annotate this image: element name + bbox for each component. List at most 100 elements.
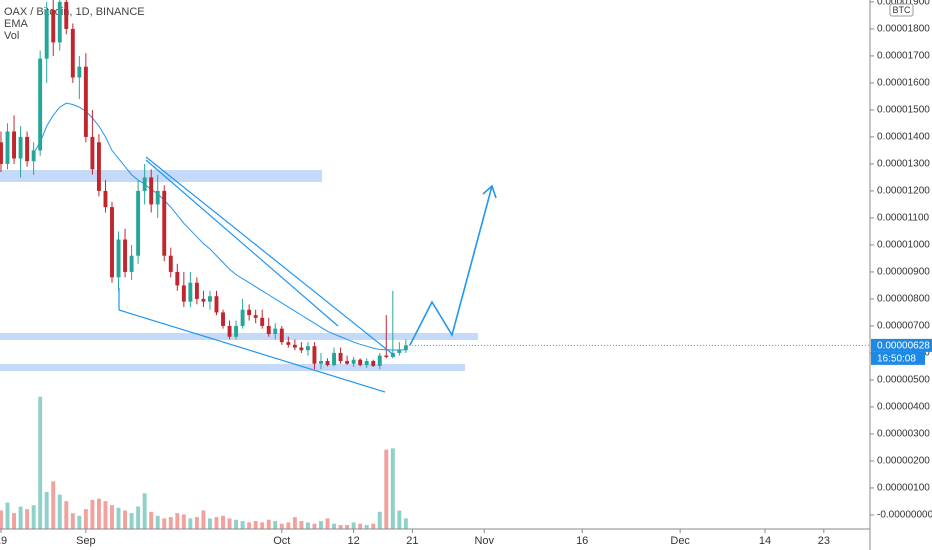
volume-bar	[5, 502, 10, 529]
annotation-layer	[0, 170, 478, 371]
candle-body	[96, 142, 101, 191]
y-tick-label: 0.00000800	[877, 294, 930, 305]
volume-bar	[325, 518, 330, 529]
y-tick-label: 0.00000200	[877, 456, 930, 467]
candle-body	[358, 359, 363, 366]
candle-body	[403, 345, 408, 351]
x-tick-label: 14	[759, 535, 771, 547]
candle-body	[332, 352, 336, 366]
volume-bar	[38, 396, 43, 529]
candle-body	[384, 355, 389, 357]
candle-body	[188, 282, 193, 302]
candle-body	[70, 28, 75, 78]
volume-bar	[18, 506, 23, 529]
volume-bar	[214, 517, 219, 529]
volume-bar	[188, 518, 193, 529]
time-axis-bg	[0, 529, 932, 550]
volume-bar	[240, 521, 245, 529]
drawings	[118, 156, 497, 393]
candle-body	[292, 344, 297, 348]
volume-bar	[351, 522, 356, 529]
volume-bar	[51, 481, 56, 529]
volume-bar	[57, 494, 62, 529]
x-tick-label: 12	[348, 535, 360, 547]
candle-body	[142, 177, 147, 191]
y-tick-label: 0.00001200	[877, 186, 930, 197]
volume-bar	[292, 517, 297, 529]
candle-body	[207, 296, 212, 302]
volume-bar	[397, 510, 402, 529]
y-tick-label: 0.00001400	[877, 132, 930, 143]
candle-body	[325, 361, 330, 366]
candle-body	[103, 190, 108, 208]
y-tick-label: 0.00001500	[877, 105, 930, 116]
candle-body	[168, 255, 173, 272]
y-tick-label: 0.00000300	[877, 429, 930, 440]
y-tick-label: 0.00000700	[877, 321, 930, 332]
candle-body	[266, 325, 271, 335]
volume-bar	[305, 522, 310, 529]
volume-bar	[136, 506, 141, 529]
volume-bar	[247, 522, 252, 529]
last-price-box	[871, 338, 932, 352]
countdown-box	[871, 351, 925, 365]
candle-body	[110, 207, 114, 278]
volume-bar	[227, 518, 232, 529]
volume-bar	[266, 519, 271, 529]
y-tick-label: 0.00001600	[877, 78, 930, 89]
volume-bar	[371, 523, 376, 529]
volume-bar	[319, 521, 323, 529]
candle-body	[123, 239, 128, 272]
candle-body	[0, 142, 3, 164]
candle-body	[253, 315, 258, 318]
arrow-head	[482, 184, 497, 199]
x-tick-label: 21	[406, 535, 418, 547]
volume-bar	[377, 511, 382, 529]
volume-bar	[345, 525, 350, 529]
volume-bar	[338, 525, 343, 529]
volume-bar	[149, 511, 154, 529]
volume-bar	[253, 521, 258, 529]
volume-bar	[142, 493, 147, 529]
candle-body	[38, 58, 43, 151]
volume-bar	[234, 519, 239, 529]
currency-badge	[889, 3, 914, 17]
trend-line	[145, 156, 396, 357]
forecast-arrow	[409, 185, 493, 346]
countdown-label: 16:50:08	[877, 354, 916, 365]
zone	[0, 170, 322, 182]
candle-body	[247, 309, 252, 316]
volume-bar	[221, 515, 225, 529]
currency-label: BTC	[893, 5, 912, 15]
y-tick-label: 0.00001100	[877, 213, 930, 224]
candle-body	[279, 328, 284, 343]
volume-bar	[83, 509, 88, 529]
x-tick-label: 16	[576, 535, 588, 547]
candle-body	[234, 325, 239, 337]
indicator-label: EMA	[4, 18, 29, 30]
chart-title: OAX / Bitcoin, 1D, BINANCE	[4, 6, 145, 18]
candle-body	[155, 190, 160, 205]
candle-body	[201, 298, 206, 302]
candle-body	[273, 328, 278, 335]
indicator-label: Vol	[4, 30, 19, 42]
y-tick-label: 0.00001300	[877, 159, 930, 170]
volume-bar	[364, 525, 369, 529]
volume-bar	[332, 523, 336, 529]
volume-bar	[64, 501, 69, 529]
trend-line	[145, 159, 339, 327]
volume-bar	[260, 522, 265, 529]
volume-bar	[129, 513, 134, 529]
y-tick-label: -0.00000000	[877, 510, 932, 521]
candle-body	[31, 150, 36, 162]
candle-body	[214, 296, 219, 313]
volume-bar	[194, 517, 199, 529]
candle-body	[12, 131, 16, 159]
y-tick-label: 0.00001800	[877, 24, 930, 35]
candle-body	[162, 190, 167, 256]
last-price-label: 0.00000628	[877, 341, 930, 352]
volume-bar	[155, 515, 160, 529]
zone	[0, 364, 465, 371]
candle-body	[116, 239, 121, 278]
